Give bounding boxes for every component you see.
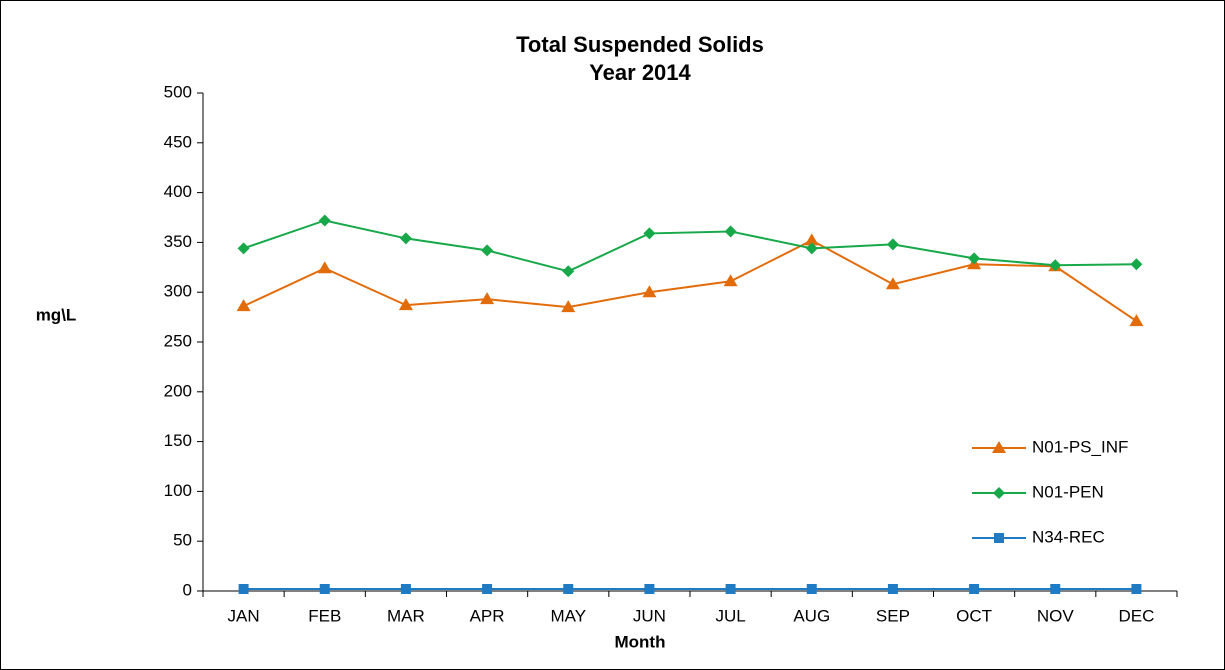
data-point — [1129, 314, 1144, 327]
x-tick-label: APR — [470, 606, 505, 625]
x-tick-label: NOV — [1037, 606, 1075, 625]
y-tick-label: 50 — [173, 531, 192, 550]
x-tick-label: JUL — [715, 606, 745, 625]
legend-label: N34-REC — [1032, 527, 1105, 546]
series-line — [243, 219, 1137, 273]
data-point — [480, 292, 495, 305]
y-tick-label: 150 — [164, 431, 192, 450]
data-point — [1131, 584, 1142, 595]
y-tick-label: 400 — [164, 182, 192, 201]
data-point — [724, 225, 737, 238]
data-point — [805, 242, 818, 255]
data-point — [723, 274, 738, 287]
data-point — [482, 584, 493, 595]
legend-label: N01-PEN — [1032, 482, 1104, 501]
series-line — [243, 239, 1137, 322]
legend-marker — [992, 441, 1006, 453]
x-axis-label: Month — [615, 632, 666, 651]
y-axis-label: mg\L — [36, 305, 77, 324]
data-point — [317, 261, 332, 274]
data-point — [806, 584, 817, 595]
y-tick-label: 200 — [164, 381, 192, 400]
x-tick-label: SEP — [876, 606, 910, 625]
data-point — [319, 584, 330, 595]
y-tick-label: 500 — [164, 82, 192, 101]
data-point — [238, 584, 249, 595]
data-point — [236, 299, 251, 312]
data-point — [318, 214, 331, 227]
x-tick-label: JUN — [633, 606, 666, 625]
chart-subtitle: Year 2014 — [589, 60, 691, 85]
x-tick-label: DEC — [1118, 606, 1154, 625]
data-point — [886, 238, 899, 251]
y-tick-label: 350 — [164, 232, 192, 251]
data-point — [644, 584, 655, 595]
chart-title: Total Suspended Solids — [516, 32, 764, 57]
data-point — [725, 584, 736, 595]
data-point — [399, 232, 412, 245]
legend-marker — [993, 487, 1005, 499]
y-tick-label: 250 — [164, 331, 192, 350]
x-tick-label: JAN — [228, 606, 260, 625]
data-point — [563, 584, 574, 595]
x-tick-label: OCT — [956, 606, 992, 625]
y-tick-label: 0 — [183, 580, 192, 599]
x-tick-label: AUG — [793, 606, 830, 625]
y-tick-label: 100 — [164, 481, 192, 500]
data-point — [562, 265, 575, 278]
x-tick-label: MAR — [387, 606, 425, 625]
x-tick-label: FEB — [308, 606, 341, 625]
data-point — [1050, 584, 1061, 595]
data-point — [969, 584, 980, 595]
data-point — [1049, 259, 1062, 272]
x-tick-label: MAY — [550, 606, 586, 625]
data-point — [885, 277, 900, 290]
y-tick-label: 450 — [164, 132, 192, 151]
legend-label: N01-PS_INF — [1032, 437, 1128, 456]
data-point — [968, 252, 981, 265]
data-point — [642, 285, 657, 298]
data-point — [561, 300, 576, 313]
data-point — [481, 244, 494, 257]
y-tick-label: 300 — [164, 282, 192, 301]
data-point — [400, 584, 411, 595]
data-point — [643, 227, 656, 240]
data-point — [887, 584, 898, 595]
data-point — [398, 298, 413, 311]
legend-marker — [994, 533, 1004, 543]
data-point — [1130, 258, 1143, 271]
data-point — [237, 242, 250, 255]
data-point — [804, 233, 819, 246]
